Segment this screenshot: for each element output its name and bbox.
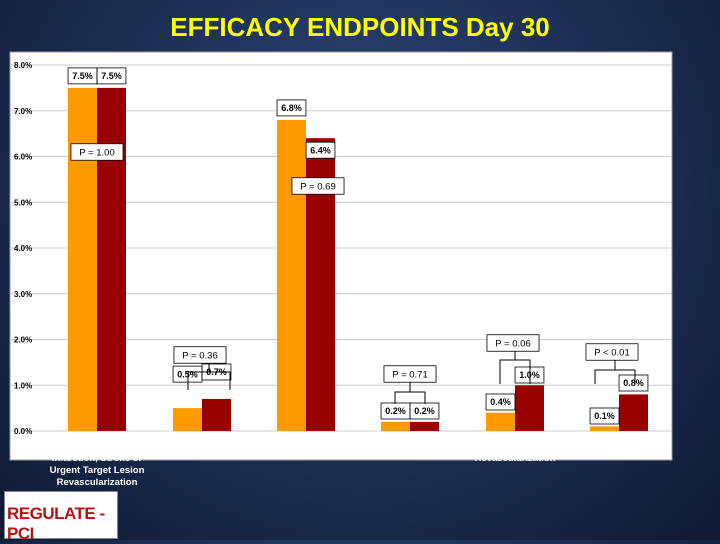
- y-tick-label: 3.0%: [14, 290, 32, 299]
- y-tick-label: 0.0%: [14, 427, 32, 436]
- p-value-label-box: [486, 334, 540, 352]
- data-label-series-a: 0.4%: [490, 397, 511, 407]
- data-label-series-b-box: [96, 67, 127, 85]
- p-value-bracket: [594, 360, 636, 384]
- x-category-label: Revascularization: [475, 453, 556, 464]
- slide-title: EFFICACY ENDPOINTS Day 30: [170, 12, 550, 42]
- y-tick-label: 8.0%: [14, 61, 32, 70]
- bar-series-a: [381, 421, 410, 431]
- x-category-label: Stent Thrombosis: [579, 441, 660, 452]
- y-tick-label: 1.0%: [14, 381, 32, 390]
- x-category-label: Urgent Target Lesion: [468, 441, 563, 452]
- bar-series-a: [590, 426, 619, 431]
- data-label-series-b: 6.4%: [310, 145, 331, 155]
- bar-series-b: [202, 398, 231, 431]
- x-category-label: Infarction, Stroke or: [52, 453, 143, 464]
- p-value-label-box: [70, 143, 124, 161]
- p-value-label: P = 0.06: [495, 338, 530, 349]
- p-value-label-box: [383, 365, 437, 383]
- bar-series-a: [486, 412, 515, 431]
- data-label-series-a-box: [276, 99, 307, 117]
- regulate-pci-logo: REGULATE - PCI: [4, 491, 118, 543]
- bar-series-b: [515, 385, 544, 431]
- data-label-series-b: 7.5%: [101, 71, 122, 81]
- bar-series-b: [410, 421, 439, 431]
- x-category-label: Myocardial Infarction: [258, 441, 354, 452]
- x-category-label: Revascularization: [57, 477, 138, 488]
- data-label-series-a: 0.2%: [385, 406, 406, 416]
- data-label-series-a: 7.5%: [72, 71, 93, 81]
- p-value-bracket: [499, 351, 531, 384]
- p-value-bracket: [394, 382, 426, 404]
- y-tick-label: 4.0%: [14, 244, 32, 253]
- y-tick-label: 5.0%: [14, 198, 32, 207]
- p-value-label: P = 0.69: [300, 181, 335, 192]
- p-value-label: P = 1.00: [79, 147, 114, 158]
- bar-series-a: [173, 408, 202, 431]
- logo-text: REGULATE - PCI: [7, 504, 105, 543]
- x-category-label: Urgent Target Lesion: [50, 465, 145, 476]
- p-value-bracket: [187, 363, 231, 390]
- data-label-series-b: 0.2%: [414, 406, 435, 416]
- data-label-series-a: 0.1%: [594, 411, 615, 421]
- y-tick-label: 6.0%: [14, 153, 32, 162]
- bar-series-a: [68, 87, 97, 431]
- x-category-label: Death, Myocardial: [56, 441, 137, 452]
- data-label-series-b-box: [305, 141, 336, 159]
- x-category-label: Stroke: [395, 441, 425, 452]
- p-value-label: P = 0.36: [182, 350, 217, 361]
- y-tick-label: 2.0%: [14, 336, 32, 345]
- bar-series-b: [619, 394, 648, 431]
- p-value-label: P = 0.71: [392, 369, 427, 380]
- p-value-label: P < 0.01: [594, 347, 629, 358]
- bar-series-b: [97, 87, 126, 431]
- p-value-label-box: [291, 177, 345, 195]
- data-label-series-a-box: [589, 407, 620, 425]
- data-label-series-a: 6.8%: [281, 103, 302, 113]
- p-value-label-box: [173, 346, 227, 364]
- y-tick-label: 7.0%: [14, 107, 32, 116]
- data-label-series-a-box: [485, 393, 516, 411]
- p-value-label-box: [585, 343, 639, 361]
- bar-series-a: [277, 119, 306, 432]
- data-label-series-b-box: [618, 374, 649, 392]
- x-category-label: Death: [189, 441, 216, 452]
- data-label-series-b: 0.8%: [623, 378, 644, 388]
